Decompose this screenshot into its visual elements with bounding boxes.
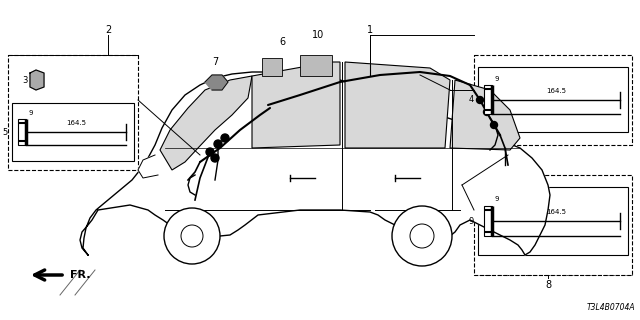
Polygon shape bbox=[252, 62, 340, 148]
Text: 10: 10 bbox=[312, 30, 324, 40]
Polygon shape bbox=[18, 119, 26, 145]
Circle shape bbox=[410, 224, 434, 248]
Circle shape bbox=[206, 148, 214, 156]
Circle shape bbox=[164, 208, 220, 264]
Circle shape bbox=[181, 225, 203, 247]
Text: 9: 9 bbox=[494, 196, 499, 202]
Polygon shape bbox=[80, 72, 550, 255]
Polygon shape bbox=[138, 155, 158, 178]
Polygon shape bbox=[484, 206, 492, 236]
Polygon shape bbox=[484, 85, 492, 114]
Polygon shape bbox=[262, 58, 282, 76]
Text: 7: 7 bbox=[212, 57, 218, 67]
Text: 4: 4 bbox=[468, 95, 474, 104]
Text: 5: 5 bbox=[3, 127, 8, 137]
Polygon shape bbox=[450, 80, 520, 150]
Text: FR.: FR. bbox=[70, 270, 90, 280]
Text: T3L4B0704A: T3L4B0704A bbox=[586, 303, 635, 312]
Text: 1: 1 bbox=[367, 25, 373, 35]
Circle shape bbox=[221, 134, 229, 142]
Text: 9: 9 bbox=[28, 110, 33, 116]
Circle shape bbox=[483, 108, 490, 116]
Circle shape bbox=[214, 140, 222, 148]
Text: 3: 3 bbox=[22, 76, 28, 84]
Polygon shape bbox=[205, 75, 228, 90]
Text: 9: 9 bbox=[494, 76, 499, 82]
Circle shape bbox=[490, 122, 497, 129]
Text: 2: 2 bbox=[105, 25, 111, 35]
Circle shape bbox=[211, 154, 219, 162]
Circle shape bbox=[392, 206, 452, 266]
Polygon shape bbox=[345, 62, 450, 148]
Text: 164.5: 164.5 bbox=[546, 209, 566, 215]
Text: 8: 8 bbox=[545, 280, 551, 290]
Polygon shape bbox=[30, 70, 44, 90]
Polygon shape bbox=[160, 76, 252, 170]
Polygon shape bbox=[300, 55, 332, 76]
Text: 9: 9 bbox=[468, 217, 474, 226]
Text: 164.5: 164.5 bbox=[66, 120, 86, 126]
Text: 164.5: 164.5 bbox=[546, 87, 566, 93]
Text: 6: 6 bbox=[279, 37, 285, 47]
Circle shape bbox=[477, 97, 483, 103]
